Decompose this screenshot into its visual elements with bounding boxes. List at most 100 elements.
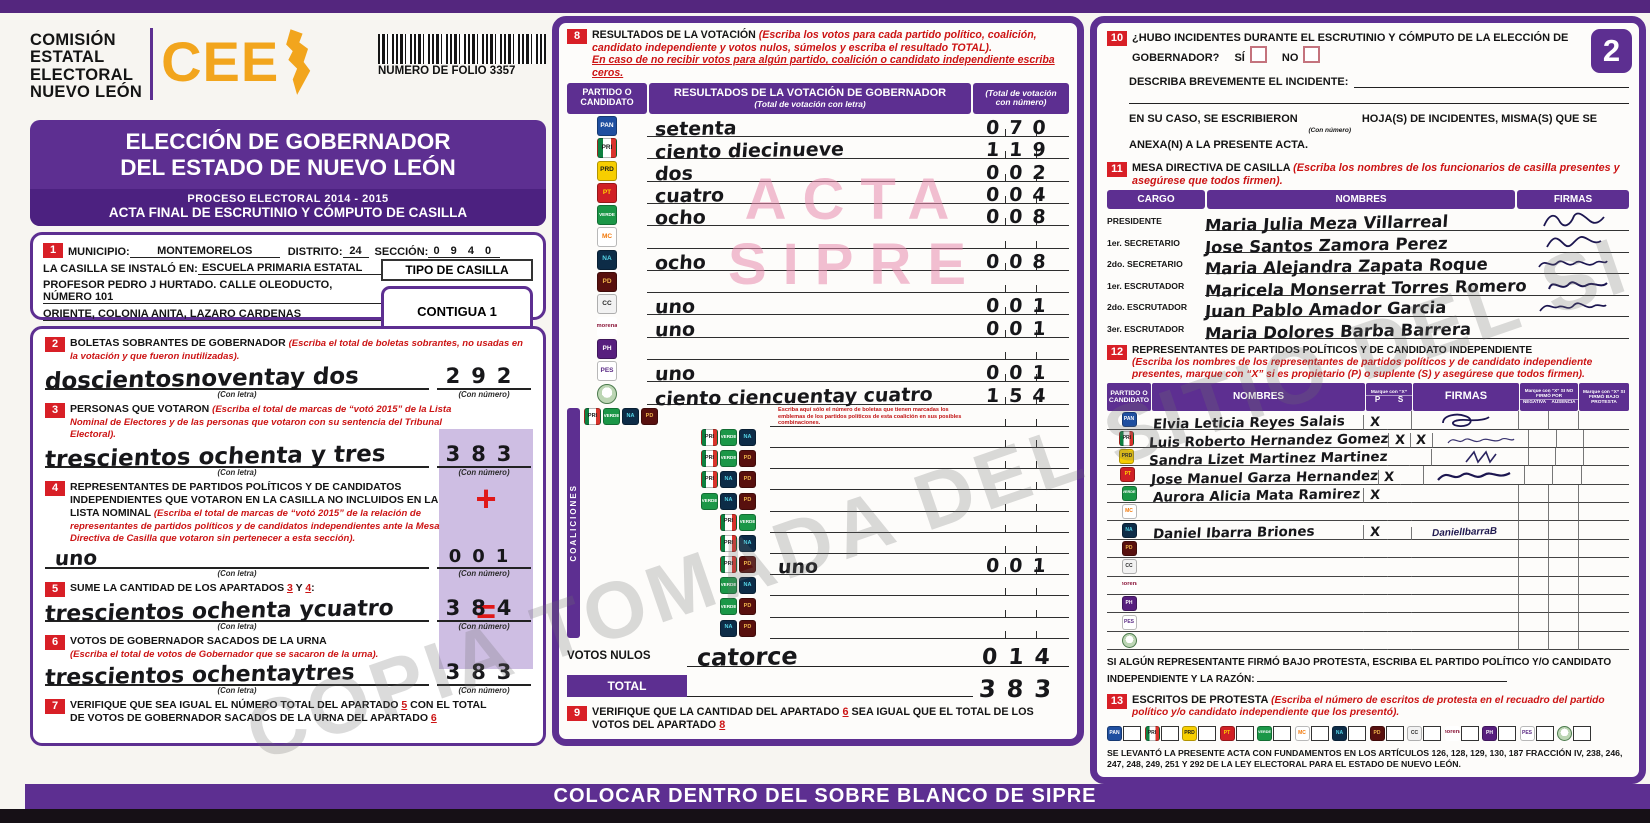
rep-nombre: Jose Manuel Garza Hernandez (1149, 467, 1379, 488)
protesta-blank-line (1257, 670, 1508, 683)
verde-logo-icon: VERDE (720, 428, 737, 446)
col-firmas: FIRMAS (1413, 383, 1519, 412)
con-letra-label: (Con letra) (217, 569, 257, 579)
sections-2-7-box: + = 2 BOLETAS SOBRANTES DE GOBERNADOR (E… (30, 326, 546, 747)
votes-numero: 070 (985, 117, 1057, 140)
section3-title: PERSONAS QUE VOTARON (70, 402, 210, 415)
nulos-letra: catorce (696, 641, 799, 672)
rep-firma-text: DanielIbarraB (1432, 525, 1498, 539)
mc-logo-icon: MC (1121, 504, 1137, 520)
signature-scribble (1447, 437, 1515, 444)
humanista-logo-icon: PH (597, 338, 617, 359)
mesa-row: 1er. SECRETARIO Jose Santos Zamora Perez (1107, 231, 1629, 257)
humanista-logo-icon: PH (1482, 725, 1497, 741)
section12-badge: 12 (1107, 345, 1127, 361)
section8-note2: En caso de no recibir votos para algún p… (592, 54, 1055, 80)
protesta-count-box (1535, 725, 1554, 741)
protesta-count-box (1460, 725, 1479, 741)
votes-numero: 001 (985, 295, 1057, 318)
section11-header: 11 MESA DIRECTIVA DE CASILLA (Escriba lo… (1107, 161, 1629, 188)
pri-logo-icon: PRI (701, 428, 718, 446)
signature-scribble (1547, 281, 1608, 290)
pri-logo-icon: PRI (720, 556, 737, 574)
section5-label: Y (292, 582, 306, 595)
rep-row-pan: PAN Elvia Leticia Reyes Salais X (1107, 410, 1629, 432)
results-row-morena: morena uno 001 (567, 315, 1069, 341)
signature-scribble (1437, 471, 1511, 481)
apartado-ref: 8 (719, 719, 726, 732)
section3-numero: 383 (445, 442, 523, 467)
incidentes-question: ¿HUBO INCIDENTES DURANTE EL ESCRUTINIO Y… (1132, 32, 1569, 64)
section5-label: SUME LA CANTIDAD DE LOS APARTADOS (70, 582, 287, 595)
coalition-row: PRI NA (582, 533, 1069, 554)
nueva-alianza-logo-icon: NA (720, 619, 737, 637)
con-numero-label: (Con número) (1308, 126, 1352, 134)
si-checkbox (1249, 45, 1267, 63)
funcionario-nombre: Maria Dolores Barba Barrera (1204, 319, 1472, 344)
results-row-pd: PD (567, 271, 1069, 294)
pri-logo-icon: PRI (720, 534, 737, 552)
seccion-label: SECCIÓN: (374, 246, 429, 259)
middle-column-section8: 8 RESULTADOS DE LA VOTACIÓN (Escriba los… (552, 16, 1084, 746)
col-numero-header: (Total de votación con número) (973, 82, 1069, 114)
section3: 3 PERSONAS QUE VOTARON (Escriba el total… (44, 402, 531, 477)
pri-logo-icon: PRI (1119, 430, 1135, 446)
section4-title: REPRESENTANTES DE PARTIDOS POLÍTICOS Y D… (70, 481, 438, 519)
escritos-protesta-row: PAN PRI PRD PT VERDE MC NA PD CC morena … (1107, 725, 1629, 741)
protesta-count-box (1348, 725, 1366, 741)
mesa-table-header: CARGO NOMBRES FIRMAS (1107, 190, 1629, 210)
no-checkbox (1303, 45, 1321, 63)
rep-row-verde: VERDE Aurora Alicia Mata Ramirez X (1107, 484, 1629, 506)
votes-numero: 154 (985, 384, 1057, 407)
section13-header: 13 ESCRITOS DE PROTESTA (Escriba el núme… (1107, 694, 1629, 719)
coaliciones-strip: COALICIONES (567, 407, 580, 638)
pd-logo-icon: PD (641, 407, 658, 425)
votes-letra: uno (654, 296, 696, 319)
pri-logo-icon: PRI (701, 471, 718, 489)
section8-header: 8 RESULTADOS DE LA VOTACIÓN (Escriba los… (567, 29, 1069, 80)
apartado-ref: 6 (842, 705, 849, 718)
votes-numero: 002 (985, 161, 1057, 184)
section13-note: (Escriba el número de escritos de protes… (1132, 695, 1605, 719)
pd-logo-icon: PD (739, 598, 756, 616)
votes-numero: 119 (985, 139, 1057, 162)
signature-scribble (1538, 260, 1608, 268)
nueva-alianza-logo-icon: NA (720, 471, 737, 489)
results-row-cruzada: CC uno 001 (567, 293, 1069, 319)
independiente-logo-icon (1557, 725, 1572, 741)
coalition-row: PRI VERDE (582, 512, 1069, 533)
scan-bottom-edge (0, 809, 1650, 823)
col-letra-header: RESULTADOS DE LA VOTACIÓN DE GOBERNADOR(… (649, 82, 971, 114)
funcionario-nombre: Jose Santos Zamora Perez (1204, 233, 1449, 257)
section6-numero: 383 (445, 659, 523, 684)
hojas-blank: (Con número) (1301, 122, 1359, 138)
org-line: ELECTORAL (30, 65, 134, 84)
protesta-text: SI ALGÚN REPRESENTANTE FIRMÓ BAJO PROTES… (1107, 657, 1612, 686)
rep-row-prd: PRD Sandra Lizet Martinez Martinez (1107, 447, 1629, 469)
verde-logo-icon: VERDE (701, 492, 718, 510)
coalition-row: PRI PD uno 001 (582, 554, 1069, 579)
nueva-alianza-logo-icon: NA (739, 534, 756, 552)
pri-logo-icon: PRI (1144, 725, 1160, 741)
pt-logo-icon: PT (1219, 725, 1235, 741)
pd-logo-icon: PD (739, 556, 756, 574)
describe-label: DESCRIBA BREVEMENTE EL INCIDENTE: (1129, 75, 1349, 88)
protesta-count-box (1310, 725, 1329, 741)
pri-logo-icon: PRI (584, 407, 601, 425)
con-numero-label: (Con número) (458, 685, 510, 695)
signature-scribble (1539, 302, 1607, 312)
rep-row-pt: PT Jose Manuel Garza Hernandez X (1107, 465, 1629, 488)
casilla-label: LA CASILLA SE INSTALÓ EN: (43, 263, 198, 276)
total-numero: 383 (978, 674, 1064, 703)
section6: 6 VOTOS DE GOBERNADOR SACADOS DE LA URNA… (44, 635, 531, 695)
coalition-row: PRI VERDE NA PD Escriba aquí sólo el número… (582, 406, 1069, 427)
pri-logo-icon: PRI (597, 138, 617, 159)
plus-sign: + (475, 478, 497, 520)
independiente-logo-icon (597, 383, 617, 404)
section8-title: RESULTADOS DE LA VOTACIÓN (592, 29, 759, 41)
top-purple-edge (0, 0, 1650, 13)
coalition-row: VERDE NA (582, 575, 1069, 597)
subtitle-line2: ACTA FINAL DE ESCRUTINIO Y CÓMPUTO DE CA… (108, 205, 468, 221)
votes-letra: setenta (654, 117, 738, 141)
section4-note: (Escriba el total de marcas de “votó 201… (70, 507, 440, 545)
